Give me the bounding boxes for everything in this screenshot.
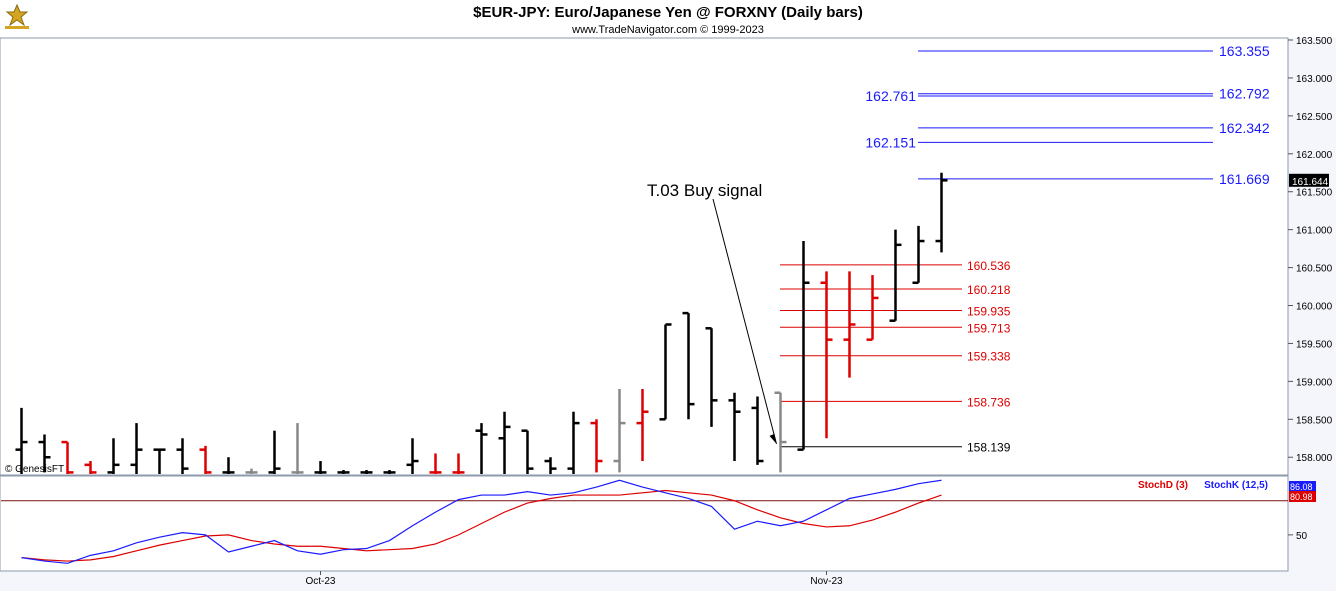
price-bar	[866, 275, 879, 341]
last-price-badge	[1289, 173, 1329, 187]
price-bar	[176, 438, 189, 474]
price-tick-label: 161.000	[1296, 226, 1333, 237]
stochk-legend: StochK (12,5)	[1204, 480, 1268, 491]
chart-title: $EUR-JPY: Euro/Japanese Yen @ FORXNY (Da…	[473, 4, 863, 21]
fib-levels: 163.355 162.792 162.761 162.342 162.151 161.6…	[780, 43, 1270, 455]
level-label: 159.338	[967, 350, 1011, 364]
price-bar	[153, 448, 166, 474]
stochd-legend: StochD (3)	[1138, 480, 1188, 491]
date-axis: Oct-23 Nov-23	[305, 571, 843, 587]
price-bar	[889, 229, 902, 322]
price-bar	[820, 271, 833, 439]
buy-signal-label: T.03 Buy signal	[647, 181, 762, 200]
price-bar	[107, 438, 120, 474]
buy-signal-annotation: T.03 Buy signal	[647, 181, 777, 444]
price-tick-label: 160.000	[1296, 302, 1333, 313]
level-label: 163.355	[1219, 43, 1270, 59]
chart-subtitle: www.TradeNavigator.com © 1999-2023	[571, 24, 764, 36]
price-bar	[567, 411, 580, 474]
price-bar	[751, 396, 764, 465]
price-bar	[222, 457, 235, 474]
price-bar	[337, 470, 350, 474]
buy-signal-arrow	[712, 198, 777, 444]
price-bar	[429, 453, 442, 474]
last-price-label: 161.644	[1292, 177, 1329, 188]
level-label: 160.536	[967, 259, 1011, 273]
price-bar	[590, 419, 603, 473]
stochd-line	[21, 489, 942, 562]
price-bars	[15, 172, 948, 474]
price-bar	[61, 440, 74, 474]
stochk-line	[21, 479, 942, 564]
trade-navigator-logo	[5, 3, 29, 29]
buy-signal-arrowhead	[769, 433, 777, 444]
stochk-value-label: 86.08	[1290, 482, 1313, 492]
price-tick-label: 160.500	[1296, 264, 1333, 275]
price-tick-label: 163.500	[1296, 36, 1333, 47]
price-tick-label: 158.000	[1296, 453, 1333, 464]
price-bar	[521, 429, 534, 474]
price-bar	[314, 461, 327, 474]
price-bar	[475, 423, 488, 474]
price-panel	[0, 37, 1289, 476]
price-bar	[406, 438, 419, 474]
level-label: 162.761	[865, 88, 916, 104]
price-bar	[544, 457, 557, 474]
price-bar	[912, 225, 925, 285]
level-label: 160.218	[967, 283, 1011, 297]
price-bar	[84, 461, 97, 474]
price-bar	[935, 172, 948, 253]
price-axis: 163.500 163.000 162.500 162.000 161.500 161.0…	[1288, 36, 1333, 464]
price-bar	[38, 434, 51, 473]
price-tick-label: 161.500	[1296, 188, 1333, 199]
level-label: 158.736	[967, 395, 1011, 409]
price-bar	[613, 388, 626, 473]
level-label: 159.713	[967, 321, 1011, 335]
level-label: 158.139	[967, 441, 1011, 455]
price-bar	[636, 388, 649, 462]
level-label: 162.151	[865, 134, 916, 150]
price-tick-label: 162.500	[1296, 112, 1333, 123]
price-bar	[245, 468, 258, 474]
price-tick-label: 159.000	[1296, 377, 1333, 388]
stochk-value-badge	[1289, 481, 1316, 491]
price-bar	[452, 453, 465, 474]
price-bar	[659, 323, 672, 421]
stochastic-panel	[0, 475, 1289, 572]
price-bar	[498, 411, 511, 474]
price-bar	[705, 327, 718, 427]
price-bar	[199, 445, 212, 474]
price-bar	[360, 470, 373, 474]
level-label: 162.342	[1219, 120, 1270, 136]
level-label: 161.669	[1219, 171, 1270, 187]
price-tick-label: 162.000	[1296, 150, 1333, 161]
price-bar	[15, 407, 28, 474]
price-bar	[728, 392, 741, 462]
price-bar	[774, 391, 787, 473]
stochd-value-label: 80.98	[1290, 492, 1313, 502]
date-tick-label: Oct-23	[305, 576, 335, 587]
copyright-label: © GenesisFT	[5, 464, 64, 475]
level-label: 159.935	[967, 304, 1011, 318]
price-tick-label: 163.000	[1296, 74, 1333, 85]
price-bar	[268, 430, 281, 474]
date-tick-label: Nov-23	[810, 576, 843, 587]
price-tick-label: 159.500	[1296, 339, 1333, 350]
price-tick-label: 158.500	[1296, 415, 1333, 426]
price-bar	[291, 423, 304, 474]
price-bar	[383, 470, 396, 474]
price-bar	[843, 271, 856, 378]
price-bar	[797, 241, 810, 451]
price-bar	[682, 311, 695, 420]
level-label: 162.792	[1219, 86, 1270, 102]
stoch-tick-label: 50	[1296, 531, 1308, 542]
stochd-value-badge	[1289, 491, 1316, 502]
price-bar	[130, 423, 143, 474]
